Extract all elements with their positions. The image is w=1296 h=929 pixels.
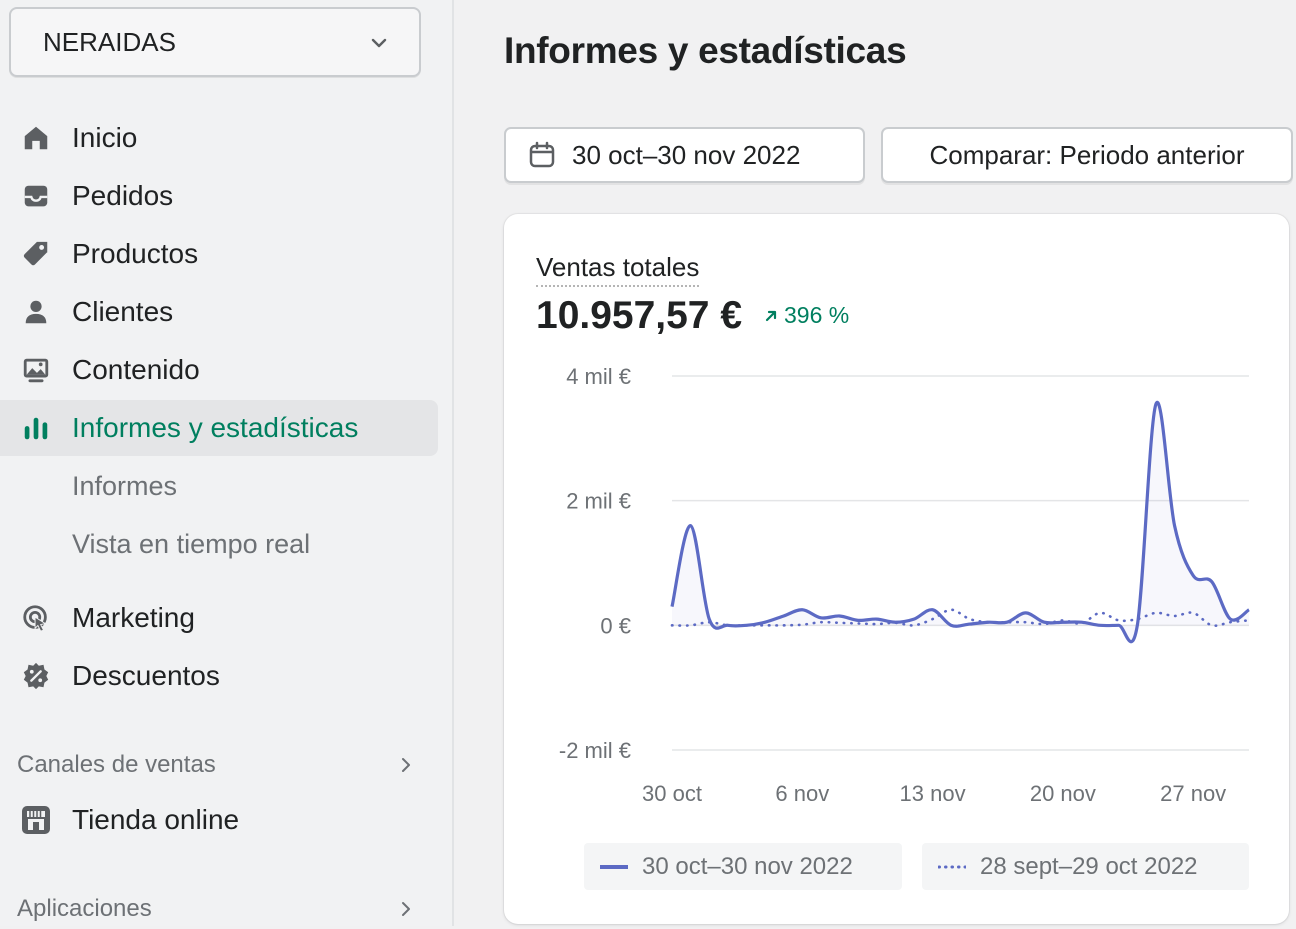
nav-item-label: Marketing [72,602,195,633]
metric-value: 10.957,57 € [536,294,743,337]
x-tick-label: 6 nov [775,781,829,806]
date-range-button[interactable]: 30 oct–30 nov 2022 [504,127,865,183]
legend-previous-period[interactable]: 28 sept–29 oct 2022 [922,843,1249,890]
x-tick-label: 20 nov [1030,781,1096,806]
legend-current-period[interactable]: 30 oct–30 nov 2022 [584,843,902,890]
nav-item-pedidos[interactable]: Pedidos [0,168,438,224]
y-tick-label: -2 mil € [559,738,631,763]
section-canales-ventas[interactable]: Canales de ventas [17,745,415,785]
metric-label[interactable]: Ventas totales [536,252,700,287]
home-icon [20,122,52,154]
page-title: Informes y estadísticas [504,30,907,71]
series-line-previous [670,608,1251,627]
calendar-icon [529,141,555,168]
nav-item-tienda-online[interactable]: Tienda online [0,792,438,848]
person-icon [20,296,52,328]
nav-item-label: Descuentos [72,660,220,691]
main-content: Informes y estadísticas 30 oct–30 nov 20… [456,0,1296,926]
sub-item-informes[interactable]: Informes [72,470,178,501]
series-area-current [672,402,1249,642]
metric-change-value: 396 % [784,302,850,328]
nav-item-productos[interactable]: Productos [0,226,438,282]
store-name: NERAIDAS [43,26,176,57]
nav-item-label: Clientes [72,296,174,327]
nav-item-descuentos[interactable]: Descuentos [0,648,438,704]
chevron-right-icon [402,758,410,772]
nav-item-clientes[interactable]: Clientes [0,284,438,340]
inbox-icon [20,180,52,212]
nav-item-label: Productos [72,238,199,269]
nav-item-label: Contenido [72,354,200,385]
tag-icon [20,238,52,270]
y-tick-label: 2 mil € [566,489,631,514]
metric-change: 396 % [764,302,849,329]
section-aplicaciones[interactable]: Aplicaciones [17,889,415,929]
x-tick-label: 27 nov [1160,781,1226,806]
y-tick-label: 0 € [600,613,631,638]
total-sales-card: Ventas totales 10.957,57 € 396 % 4 mil €… [504,214,1289,924]
sidebar: NERAIDAS Inicio Pedidos Productos Client… [0,0,454,926]
date-range-label: 30 oct–30 nov 2022 [572,139,801,170]
x-tick-label: 30 oct [642,781,702,806]
nav-item-informes-estadisticas[interactable]: Informes y estadísticas [0,400,438,456]
store-selector[interactable]: NERAIDAS [9,7,421,77]
legend-label: 28 sept–29 oct 2022 [980,852,1198,880]
compare-button[interactable]: Comparar: Periodo anterior [881,127,1293,183]
nav-item-label: Inicio [72,122,138,153]
sub-item-vista-tiempo-real[interactable]: Vista en tiempo real [72,528,311,559]
target-icon [20,602,52,634]
nav-item-marketing[interactable]: Marketing [0,590,438,646]
dotted-line-icon [938,865,966,868]
series-line-current [670,400,1250,644]
legend-label: 30 oct–30 nov 2022 [642,852,853,880]
nav-item-contenido[interactable]: Contenido [0,342,438,398]
y-tick-label: 4 mil € [566,364,631,389]
bar-chart-icon [20,412,52,444]
sales-line-chart: 4 mil € 2 mil € 0 € -2 mil € 30 oct 6 nov 13 n… [559,364,1251,806]
discount-icon [20,660,52,692]
chevron-right-icon [402,902,410,916]
nav-item-inicio[interactable]: Inicio [0,110,438,166]
nav-item-label: Tienda online [72,804,240,835]
arrow-up-right-icon [765,310,777,321]
nav-item-label: Informes y estadísticas [72,412,359,443]
store-icon [20,804,52,836]
solid-line-icon [600,864,628,869]
nav-item-label: Pedidos [72,180,174,211]
image-icon [20,354,52,386]
compare-label: Comparar: Periodo anterior [929,139,1245,170]
x-tick-label: 13 nov [900,781,966,806]
section-label: Canales de ventas [17,751,216,778]
section-label: Aplicaciones [17,895,152,922]
chevron-down-icon [371,38,387,48]
